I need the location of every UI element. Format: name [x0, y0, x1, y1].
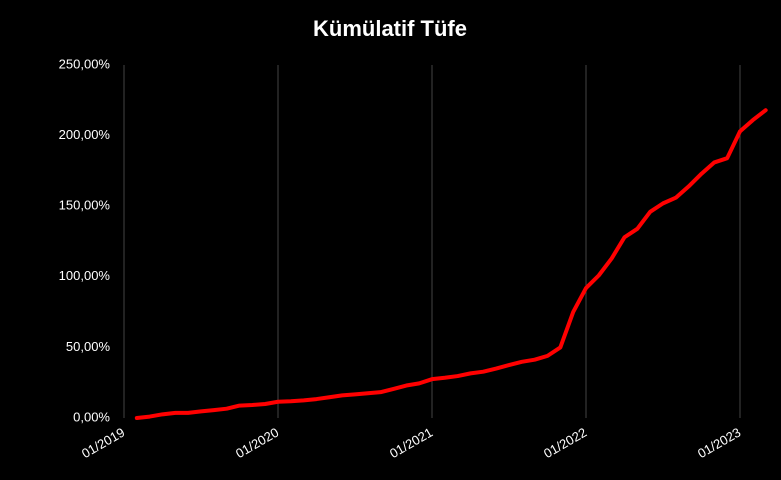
y-tick-label: 200,00% [59, 127, 111, 142]
y-tick-label: 150,00% [59, 198, 111, 213]
x-tick-label: 01/2020 [233, 425, 281, 461]
chart-title: Kümülatif Tüfe [313, 16, 467, 41]
x-tick-label: 01/2021 [387, 425, 435, 461]
y-tick-label: 0,00% [73, 409, 110, 424]
y-tick-label: 100,00% [59, 268, 111, 283]
x-tick-label: 01/2022 [541, 425, 589, 461]
x-tick-label: 01/2019 [79, 425, 127, 461]
x-tick-label: 01/2023 [695, 425, 743, 461]
data-line [134, 108, 768, 420]
y-tick-label: 50,00% [66, 339, 111, 354]
y-tick-label: 250,00% [59, 56, 111, 71]
